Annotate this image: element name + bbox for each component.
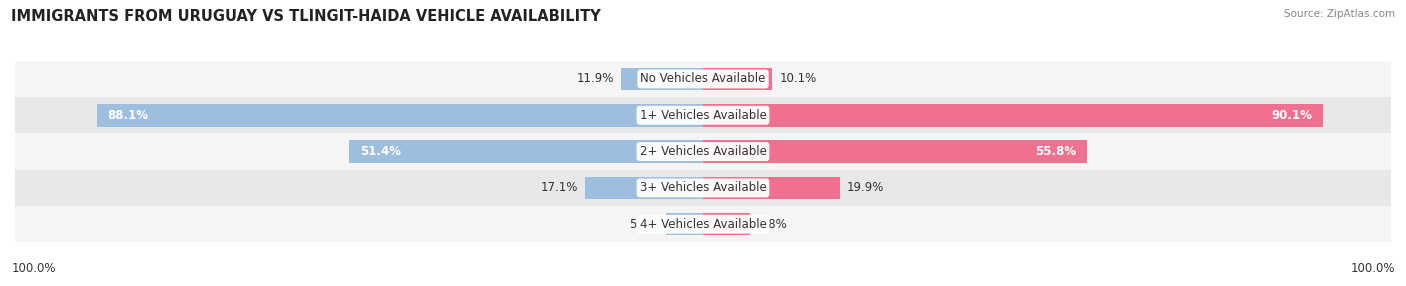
Bar: [15, 170, 1391, 206]
Bar: [621, 68, 703, 90]
Text: 10.1%: 10.1%: [779, 72, 817, 86]
Text: 90.1%: 90.1%: [1271, 109, 1313, 122]
Bar: [15, 133, 1391, 170]
Text: Source: ZipAtlas.com: Source: ZipAtlas.com: [1284, 9, 1395, 19]
Text: 100.0%: 100.0%: [1350, 262, 1395, 275]
Bar: [97, 104, 703, 126]
Text: 17.1%: 17.1%: [541, 181, 578, 194]
Bar: [585, 177, 703, 199]
Text: 11.9%: 11.9%: [576, 72, 614, 86]
Bar: [703, 104, 1323, 126]
Bar: [349, 140, 703, 163]
Text: 6.8%: 6.8%: [756, 218, 786, 231]
Bar: [703, 68, 772, 90]
Bar: [703, 213, 749, 235]
Text: 4+ Vehicles Available: 4+ Vehicles Available: [640, 218, 766, 231]
Bar: [15, 206, 1391, 243]
Text: No Vehicles Available: No Vehicles Available: [640, 72, 766, 86]
Text: 55.8%: 55.8%: [1035, 145, 1077, 158]
Bar: [703, 140, 1087, 163]
Text: 3+ Vehicles Available: 3+ Vehicles Available: [640, 181, 766, 194]
Bar: [666, 213, 703, 235]
Text: 51.4%: 51.4%: [360, 145, 401, 158]
Text: 2+ Vehicles Available: 2+ Vehicles Available: [640, 145, 766, 158]
Bar: [15, 61, 1391, 97]
Text: 1+ Vehicles Available: 1+ Vehicles Available: [640, 109, 766, 122]
Bar: [15, 97, 1391, 133]
Text: 19.9%: 19.9%: [846, 181, 884, 194]
Text: 100.0%: 100.0%: [11, 262, 56, 275]
Text: 88.1%: 88.1%: [107, 109, 148, 122]
Text: 5.4%: 5.4%: [630, 218, 659, 231]
Bar: [703, 177, 839, 199]
Text: IMMIGRANTS FROM URUGUAY VS TLINGIT-HAIDA VEHICLE AVAILABILITY: IMMIGRANTS FROM URUGUAY VS TLINGIT-HAIDA…: [11, 9, 600, 23]
